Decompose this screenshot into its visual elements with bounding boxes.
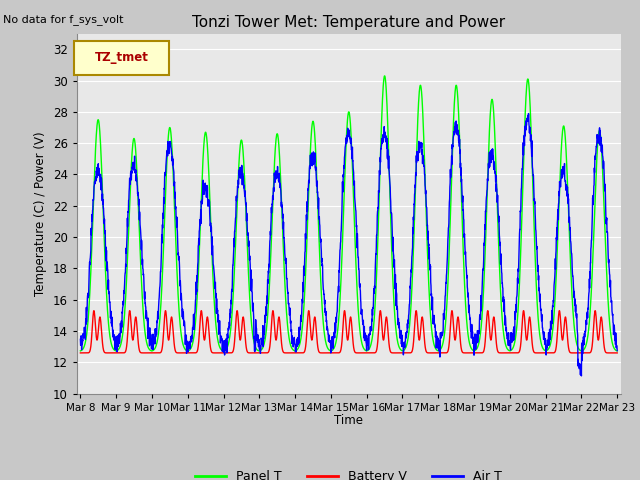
Text: No data for f_sys_volt: No data for f_sys_volt <box>3 14 124 25</box>
FancyBboxPatch shape <box>74 41 169 75</box>
X-axis label: Time: Time <box>334 414 364 427</box>
Legend: Panel T, Battery V, Air T: Panel T, Battery V, Air T <box>190 465 508 480</box>
Text: TZ_tmet: TZ_tmet <box>95 51 148 64</box>
Y-axis label: Temperature (C) / Power (V): Temperature (C) / Power (V) <box>34 132 47 296</box>
Title: Tonzi Tower Met: Temperature and Power: Tonzi Tower Met: Temperature and Power <box>192 15 506 30</box>
